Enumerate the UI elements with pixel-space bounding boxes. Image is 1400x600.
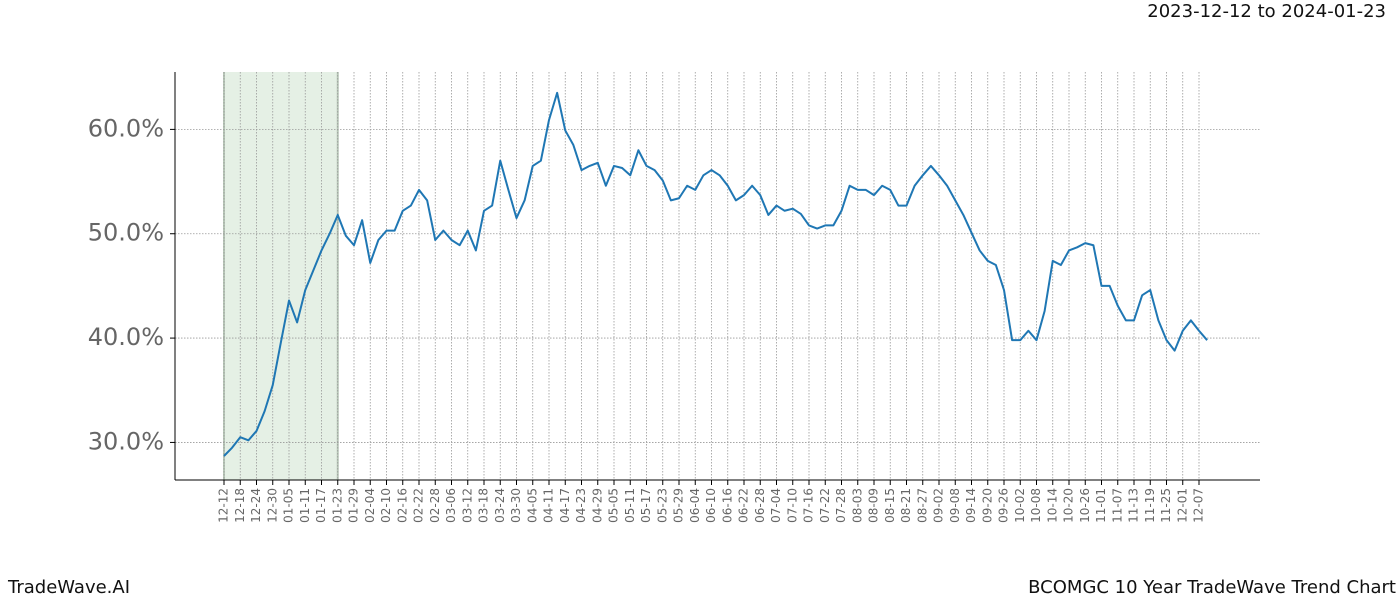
x-tick-label: 02-16	[395, 488, 409, 523]
x-tick-label: 04-05	[525, 488, 539, 523]
x-tick-label: 11-19	[1143, 488, 1157, 523]
x-tick-label: 12-24	[249, 488, 263, 523]
y-tick-label: 30.0%	[88, 427, 164, 455]
y-tick-label: 50.0%	[88, 219, 164, 247]
x-tick-label: 05-11	[623, 488, 637, 523]
trend-line	[223, 91, 1208, 457]
x-tick-label: 07-10	[785, 488, 799, 523]
x-tick-label: 10-14	[1045, 488, 1059, 523]
x-tick-label: 09-08	[948, 488, 962, 523]
x-tick-label: 10-20	[1062, 488, 1076, 523]
x-tick-label: 09-26	[997, 488, 1011, 523]
x-tick-label: 06-22	[737, 488, 751, 523]
x-tick-label: 07-04	[769, 488, 783, 523]
x-tick-label: 03-24	[493, 488, 507, 523]
x-tick-label: 08-27	[915, 488, 929, 523]
x-tick-label: 11-13	[1127, 488, 1141, 523]
x-tick-label: 10-26	[1078, 488, 1092, 523]
chart-title: BCOMGC 10 Year TradeWave Trend Chart	[1028, 577, 1396, 598]
x-tick-label: 04-11	[542, 488, 556, 523]
x-tick-label: 08-03	[850, 488, 864, 523]
x-tick-label: 10-02	[1013, 488, 1027, 523]
x-tick-label: 03-06	[444, 488, 458, 523]
x-tick-label: 04-17	[558, 488, 572, 523]
x-tick-label: 10-08	[1029, 488, 1043, 523]
x-tick-label: 07-22	[818, 488, 832, 523]
x-tick-label: 01-17	[314, 488, 328, 523]
x-tick-label: 06-10	[704, 488, 718, 523]
x-tick-label: 05-17	[639, 488, 653, 523]
x-tick-label: 08-15	[883, 488, 897, 523]
x-tick-label: 12-12	[217, 488, 231, 523]
brand: TradeWave.AI	[7, 577, 130, 598]
x-tick-label: 11-07	[1110, 488, 1124, 523]
x-tick-label: 06-04	[688, 488, 702, 523]
x-tick-label: 02-22	[412, 488, 426, 523]
x-tick-label: 08-21	[899, 488, 913, 523]
x-tick-label: 05-05	[607, 488, 621, 523]
x-tick-label: 04-23	[574, 488, 588, 523]
y-tick-label: 60.0%	[88, 114, 164, 142]
y-tick-label: 40.0%	[88, 323, 164, 351]
x-tick-label: 04-29	[590, 488, 604, 523]
x-tick-label: 12-30	[265, 488, 279, 523]
x-tick-label: 07-16	[802, 488, 816, 523]
x-tick-label: 12-01	[1175, 488, 1189, 523]
x-tick-label: 12-07	[1192, 488, 1206, 523]
x-tick-label: 05-23	[655, 488, 669, 523]
x-tick-label: 05-29	[672, 488, 686, 523]
x-tick-label: 02-10	[379, 488, 393, 523]
x-tick-label: 01-23	[330, 488, 344, 523]
x-tick-label: 01-11	[298, 488, 312, 523]
x-tick-label: 07-28	[834, 488, 848, 523]
x-tick-label: 09-14	[964, 488, 978, 523]
x-tick-label: 09-20	[980, 488, 994, 523]
x-tick-label: 01-05	[282, 488, 296, 523]
date-range: 2023-12-12 to 2024-01-23	[1147, 1, 1386, 22]
highlight-band	[224, 72, 338, 480]
x-tick-label: 02-04	[363, 488, 377, 523]
x-tick-label: 08-09	[867, 488, 881, 523]
x-tick-label: 12-18	[233, 488, 247, 523]
x-tick-label: 11-25	[1159, 488, 1173, 523]
x-tick-label: 03-30	[509, 488, 523, 523]
x-tick-label: 06-16	[720, 488, 734, 523]
x-tick-label: 03-18	[477, 488, 491, 523]
x-tick-label: 01-29	[347, 488, 361, 523]
x-tick-label: 11-01	[1094, 488, 1108, 523]
x-tick-label: 02-28	[428, 488, 442, 523]
x-tick-label: 03-12	[460, 488, 474, 523]
x-tick-label: 06-28	[753, 488, 767, 523]
x-tick-label: 09-02	[932, 488, 946, 523]
